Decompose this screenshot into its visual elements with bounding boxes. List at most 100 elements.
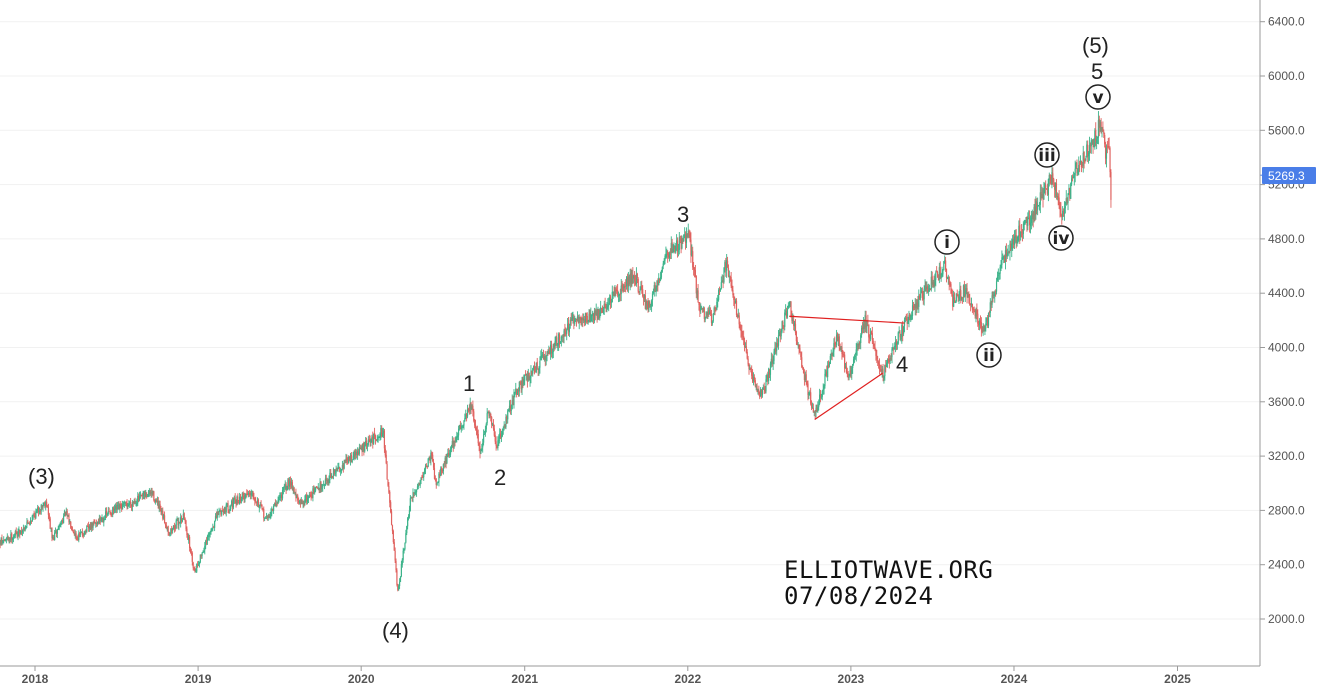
candle-body [471,406,473,410]
candle-body [634,281,637,285]
candle-body [9,538,11,540]
candle-body [110,513,112,515]
candle-body [127,504,129,507]
candle-body [390,511,393,525]
candle-body [343,460,345,469]
candle-body [748,363,750,370]
candle-body [634,275,636,282]
candle-body [293,487,295,493]
candle-body [1067,193,1069,203]
candle-body [135,503,137,505]
candle-body [862,323,864,330]
candle-body [658,277,660,286]
candle-body [162,511,164,519]
candle-body [488,411,490,416]
candle-body [158,504,160,509]
candle-body [340,469,343,472]
candle-body [173,525,176,530]
candle-body [12,538,14,540]
candle-body [289,481,292,486]
candle-body [822,388,824,391]
candle-body [987,313,990,326]
candle-body [1000,264,1002,268]
candle-body [861,327,864,330]
candle-body [449,449,452,455]
candle-body [1106,146,1108,148]
candle-body [593,311,596,322]
candle-body [262,508,264,510]
candle-body [636,273,638,279]
candle-body [132,501,134,504]
candle-body [456,436,458,438]
candle-body [338,466,340,468]
candle-body [809,392,811,393]
candle-body [413,492,415,495]
candle-body [283,486,285,488]
candle-body [114,506,117,510]
candle-body [888,359,890,363]
candle-body [265,516,268,518]
candle-body [151,492,153,494]
candle-body [109,511,111,514]
candle-body [984,327,986,331]
candle-body [1051,172,1053,185]
candle-body [354,451,356,456]
candle-body [638,291,640,293]
candle-body [139,494,142,497]
candle-body [874,346,876,350]
candle-body [745,346,747,353]
candle-body [483,434,486,435]
candle-body [1070,183,1072,199]
candle-body [971,304,974,310]
candle-body [172,525,175,530]
candle-body [159,504,161,510]
candle-body [425,465,428,467]
candle-body [373,433,375,444]
candle-body [817,406,819,412]
candle-body [411,497,413,498]
candle-body [865,315,867,328]
candle-body [785,310,787,312]
candle-body [524,374,526,381]
candle-body [249,493,251,495]
candle-body [306,495,308,502]
candle-body [700,308,702,311]
candle-body [197,563,199,565]
candle-body [125,501,127,504]
candle-body [678,237,680,251]
candle-body [327,479,329,483]
candle-body [79,533,81,535]
candle-body [815,407,817,413]
candle-body [40,504,42,511]
candle-body [71,530,74,532]
candle-body [136,503,138,505]
candle-body [980,322,982,331]
candle-body [528,373,530,381]
candle-body [831,353,833,357]
candle-body [1017,235,1019,241]
candle-body [687,230,689,238]
candle-body [197,564,200,565]
candle-body [292,488,294,491]
candle-body [336,468,338,470]
candle-body [357,451,360,455]
candle-body [12,536,15,539]
x-tick-label: 2021 [511,672,538,686]
wave-label-i-text: i [944,233,950,253]
candle-body [1079,163,1081,165]
candle-body [777,343,779,346]
candle-body [163,515,165,519]
candle-body [942,270,944,275]
candle-body [919,293,922,298]
candle-body [991,295,993,305]
candle-body [650,306,652,308]
candle-body [510,409,512,411]
candle-body [62,519,64,523]
candle-body [550,345,553,353]
candle-body [60,523,62,524]
candle-body [414,492,416,494]
candle-body [1040,192,1042,199]
candle-body [486,413,488,424]
candle-body [704,316,706,320]
candle-body [696,291,698,295]
